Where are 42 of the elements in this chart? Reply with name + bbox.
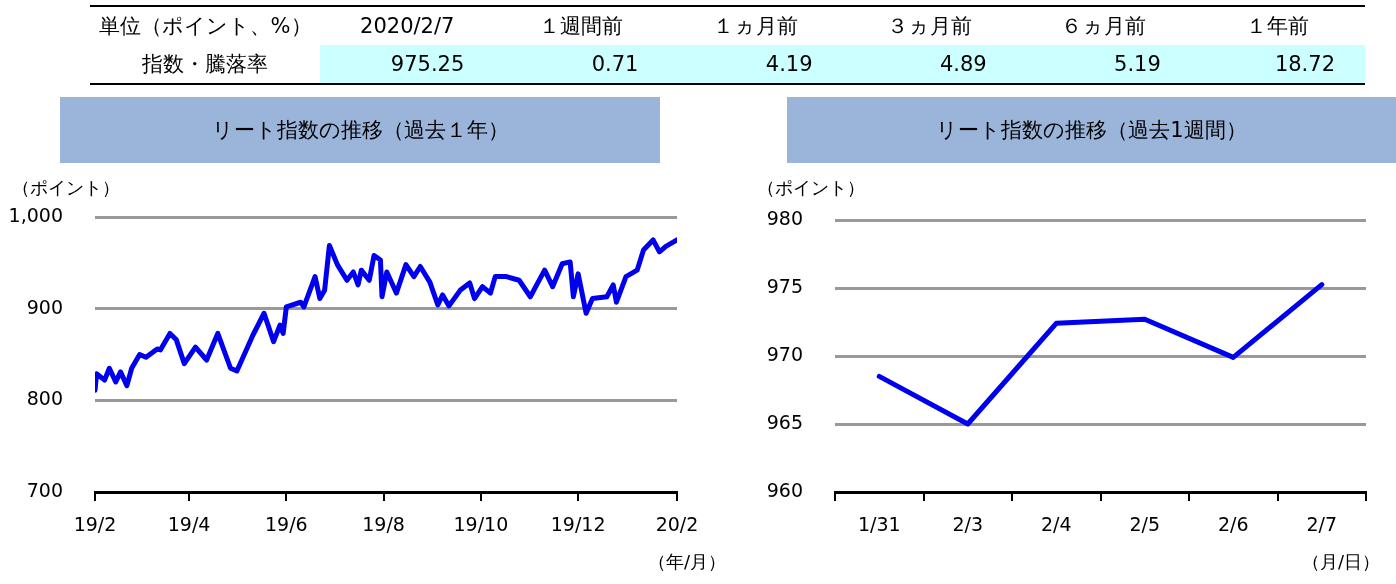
y-tick-label: 900 bbox=[26, 295, 63, 318]
x-tick-label: 2/5 bbox=[1129, 513, 1161, 536]
y-axis-title: （ポイント） bbox=[757, 176, 865, 200]
x-tick-label: 19/2 bbox=[73, 513, 117, 536]
x-tick-label: 2/7 bbox=[1306, 513, 1338, 536]
category-label: １週間前 bbox=[538, 13, 625, 40]
x-tick-label: 2/6 bbox=[1217, 513, 1249, 536]
x-tick-label: 19/8 bbox=[362, 513, 405, 536]
y-tick-label: 960 bbox=[766, 478, 803, 501]
data-label: 0.71 bbox=[494, 45, 669, 84]
y-tick-label: 970 bbox=[766, 342, 803, 365]
y-tick-label: 1,000 bbox=[8, 203, 63, 226]
text: 単位（ポイント、%） bbox=[97, 13, 313, 40]
y-axis-title: （ポイント） bbox=[12, 176, 120, 200]
chart-title: リート指数の推移（過去1週間） bbox=[787, 97, 1396, 163]
x-tick-label: 19/6 bbox=[265, 513, 308, 536]
y-tick-label: 980 bbox=[766, 206, 803, 229]
x-tick-label: 19/10 bbox=[453, 513, 509, 536]
y-tick-label: 965 bbox=[766, 410, 803, 433]
y-tick-label: 800 bbox=[26, 387, 63, 410]
category-label: 2020/2/7 bbox=[359, 13, 456, 40]
y-tick-label: 975 bbox=[766, 274, 803, 297]
chart-title: リート指数の推移（過去１年） bbox=[60, 97, 660, 163]
x-axis-title: （年/月） bbox=[647, 550, 726, 574]
x-tick-label: 2/3 bbox=[952, 513, 984, 536]
x-tick-label: 20/2 bbox=[655, 513, 699, 536]
x-tick-label: 1/31 bbox=[857, 513, 901, 536]
x-tick-label: 2/4 bbox=[1040, 513, 1072, 536]
text: 指数・騰落率 bbox=[141, 51, 270, 78]
category-label: ３ヵ月前 bbox=[886, 13, 974, 40]
category-label: １年前 bbox=[1245, 13, 1311, 40]
x-tick-label: 19/12 bbox=[550, 513, 606, 536]
data-label: 975.25 bbox=[320, 45, 495, 84]
data-label: 4.89 bbox=[842, 45, 1017, 84]
data-label: 18.72 bbox=[1190, 45, 1365, 84]
category-label: ６ヵ月前 bbox=[1060, 13, 1148, 40]
x-tick-label: 19/4 bbox=[167, 513, 211, 536]
x-axis-title: （月/日） bbox=[1301, 550, 1380, 574]
y-tick-label: 700 bbox=[26, 478, 63, 501]
data-label: 5.19 bbox=[1016, 45, 1191, 84]
data-label: 4.19 bbox=[668, 45, 843, 84]
category-label: １ヵ月前 bbox=[712, 13, 799, 40]
